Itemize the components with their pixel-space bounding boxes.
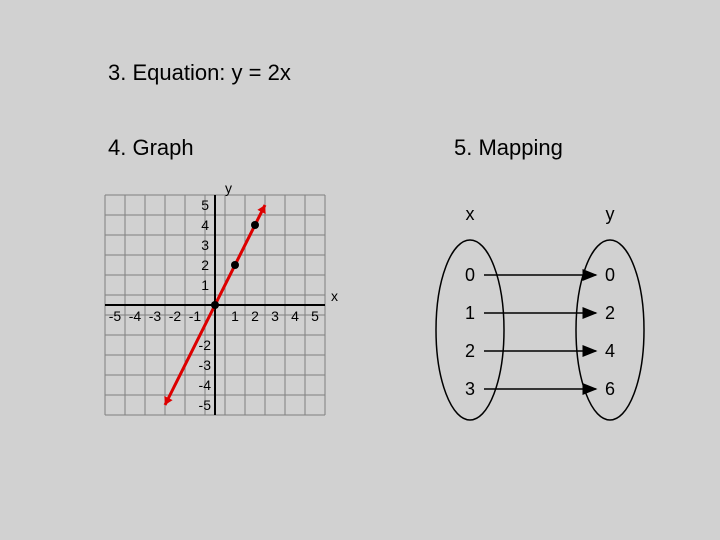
svg-text:y: y [225, 180, 232, 196]
svg-text:x: x [466, 204, 475, 224]
svg-text:x: x [331, 288, 338, 304]
svg-text:5: 5 [311, 308, 319, 324]
svg-text:-4: -4 [129, 308, 142, 324]
svg-text:-5: -5 [109, 308, 122, 324]
svg-text:-5: -5 [199, 397, 212, 413]
equation-label: 3. Equation: y = 2x [108, 60, 291, 86]
svg-text:-3: -3 [149, 308, 162, 324]
svg-text:2: 2 [605, 303, 615, 323]
svg-text:1: 1 [465, 303, 475, 323]
svg-text:-2: -2 [199, 337, 212, 353]
svg-text:4: 4 [201, 217, 209, 233]
svg-text:-2: -2 [169, 308, 182, 324]
svg-text:y: y [606, 204, 615, 224]
svg-text:4: 4 [605, 341, 615, 361]
svg-text:-4: -4 [199, 377, 212, 393]
svg-text:-3: -3 [199, 357, 212, 373]
svg-text:0: 0 [465, 265, 475, 285]
svg-text:3: 3 [201, 237, 209, 253]
svg-text:-1: -1 [189, 308, 202, 324]
graph-plot: yx54321-2-3-4-5-5-4-3-2-112345 [75, 180, 355, 460]
svg-text:5: 5 [201, 197, 209, 213]
svg-text:3: 3 [465, 379, 475, 399]
svg-text:1: 1 [231, 308, 239, 324]
mapping-diagram: x y 0 0 1 2 2 4 3 6 [420, 190, 670, 440]
svg-text:0: 0 [605, 265, 615, 285]
graph-label: 4. Graph [108, 135, 194, 161]
svg-text:2: 2 [201, 257, 209, 273]
svg-text:2: 2 [251, 308, 259, 324]
svg-text:3: 3 [271, 308, 279, 324]
svg-text:4: 4 [291, 308, 299, 324]
mapping-label: 5. Mapping [454, 135, 563, 161]
svg-text:2: 2 [465, 341, 475, 361]
svg-text:6: 6 [605, 379, 615, 399]
svg-text:1: 1 [201, 277, 209, 293]
